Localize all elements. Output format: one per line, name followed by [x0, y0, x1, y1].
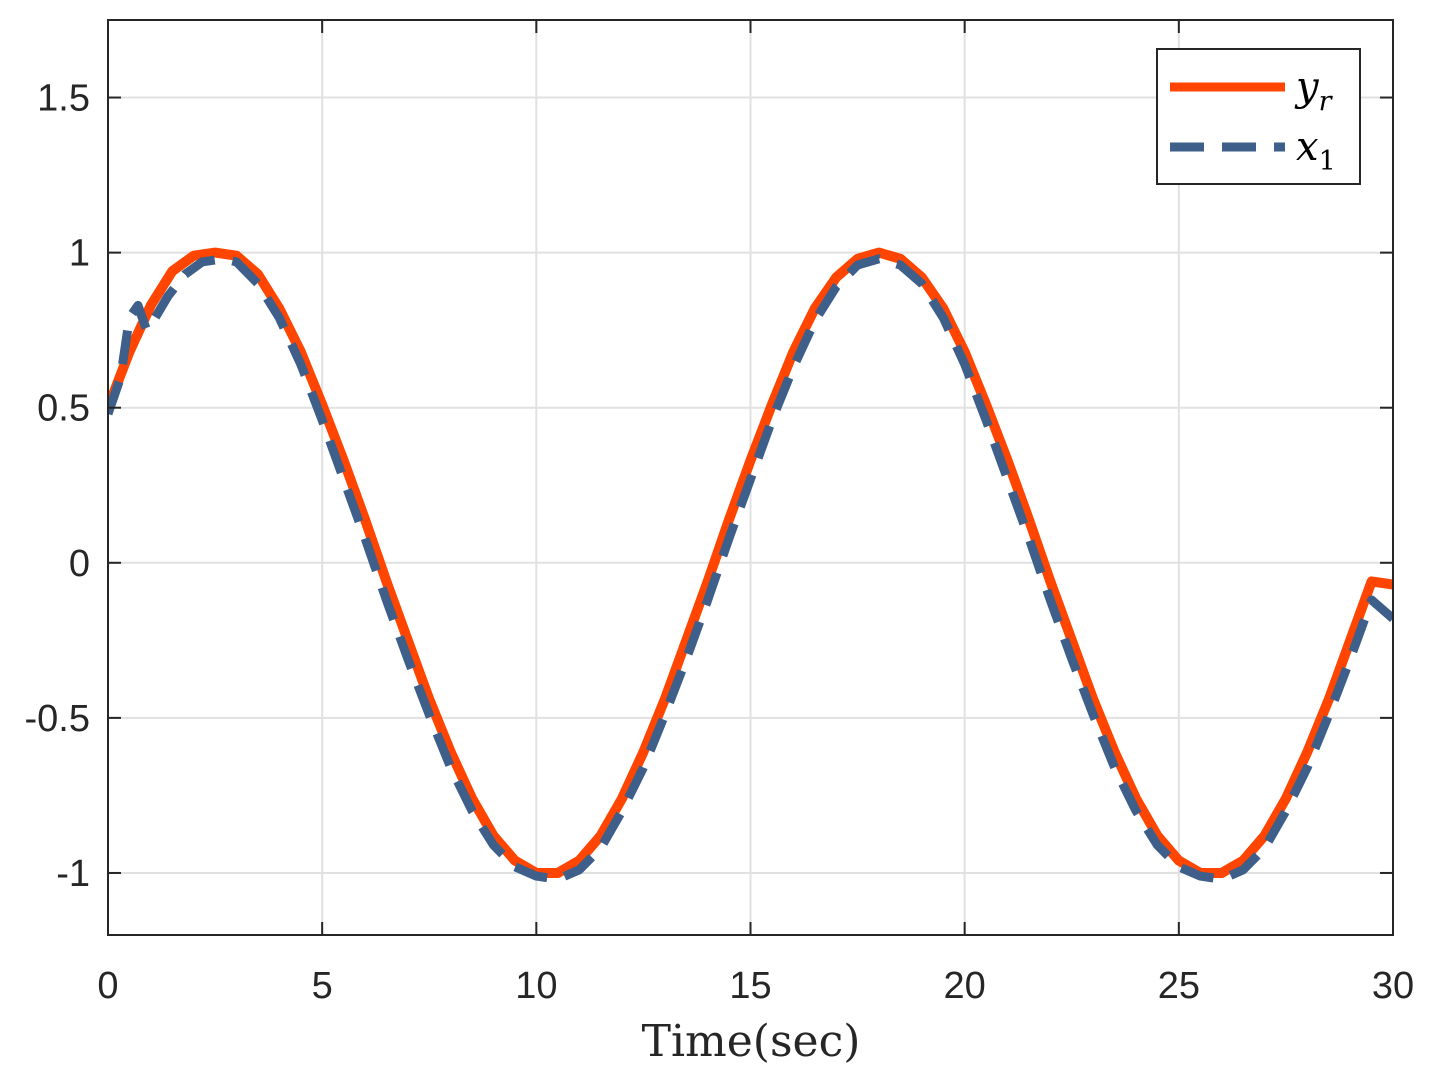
- tick-labels: 0 5 10 15 20 25 30 -1 -0.5 0 0.5 1 1.5: [25, 78, 1415, 1007]
- tick-marks: [107, 20, 1394, 935]
- x-tick-label: 25: [1158, 965, 1200, 1007]
- x-tick-label: 5: [312, 965, 333, 1007]
- series-layer: [108, 247, 1393, 884]
- y-tick-label: -1: [56, 853, 90, 895]
- legend: yr x1: [1156, 48, 1361, 185]
- x-tick-label: 20: [944, 965, 986, 1007]
- legend-label-x1: x1: [1296, 124, 1336, 177]
- y-tick-label: 0.5: [37, 388, 90, 430]
- legend-label-yr: yr: [1294, 64, 1334, 117]
- y-tick-label: -0.5: [25, 698, 90, 740]
- y-tick-label: 0: [69, 543, 90, 585]
- x-tick-label: 10: [515, 965, 557, 1007]
- x-tick-label: 30: [1372, 965, 1414, 1007]
- y-tick-label: 1.5: [37, 78, 90, 120]
- legend-box: [1156, 48, 1361, 185]
- series-line-x1: [108, 254, 1393, 884]
- x-axis-label: Time(sec): [642, 1016, 861, 1067]
- y-tick-label: 1: [69, 233, 90, 275]
- x-tick-label: 0: [97, 965, 118, 1007]
- x-tick-label: 15: [729, 965, 771, 1007]
- grid-lines: [107, 20, 1394, 935]
- series-line-yr: [108, 247, 1393, 878]
